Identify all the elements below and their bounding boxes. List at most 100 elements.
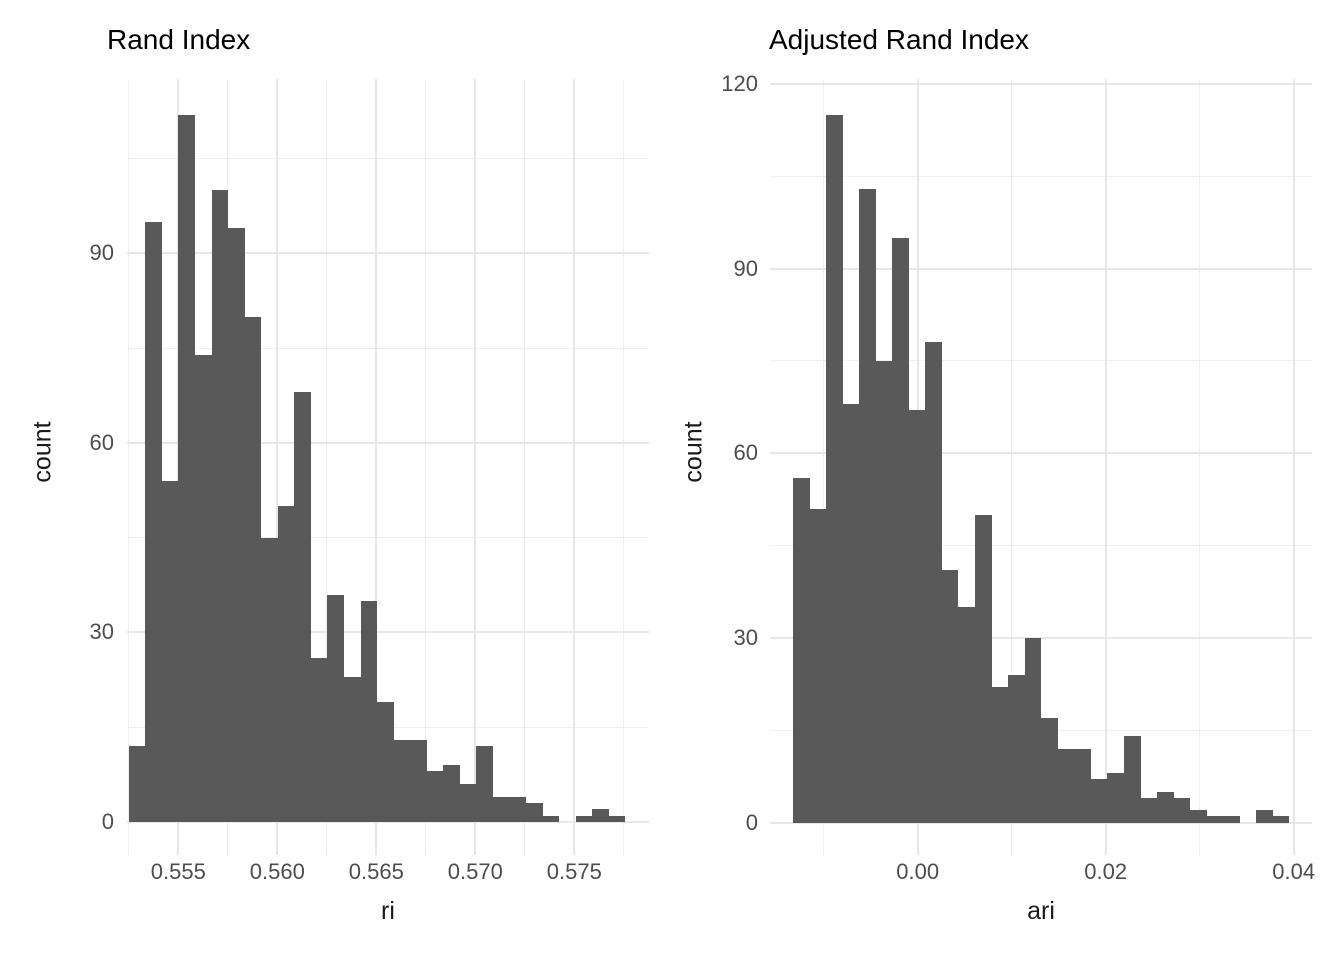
histogram-bar <box>311 658 327 822</box>
histogram-bar <box>1273 816 1289 823</box>
x-tick-label: 0.575 <box>546 859 602 884</box>
histogram-bar <box>1223 816 1240 823</box>
gridline-y-minor <box>770 360 1312 362</box>
histogram-bar <box>526 803 543 822</box>
histogram-bar <box>394 740 410 822</box>
histogram-bar <box>1124 736 1141 823</box>
gridline-x-major <box>375 79 378 855</box>
histogram-bar <box>892 238 909 823</box>
histogram-bar <box>361 601 377 822</box>
x-tick-label: 0.00 <box>896 859 940 884</box>
gridline-x-minor <box>425 79 427 855</box>
histogram-bar <box>609 816 625 822</box>
gridline-y-major <box>127 631 649 634</box>
y-tick-label: 60 <box>733 440 758 465</box>
x-tick-label: 0.04 <box>1272 859 1316 884</box>
gridline-y-minor <box>770 545 1312 547</box>
x-axis-title-left: ri <box>381 897 395 925</box>
histogram-bar <box>975 515 992 823</box>
gridline-x-minor <box>823 79 825 855</box>
gridline-x-major <box>276 79 279 855</box>
gridline-x-minor <box>326 79 328 855</box>
gridline-x-major <box>573 79 576 855</box>
x-tick-label: 0.565 <box>348 859 404 884</box>
x-tick-label: 0.02 <box>1084 859 1128 884</box>
gridline-x-major <box>1104 79 1107 855</box>
histogram-bar <box>261 538 278 822</box>
histogram-bar <box>826 115 843 823</box>
histogram-bar <box>212 190 228 822</box>
histogram-bar <box>958 607 975 823</box>
histogram-bar <box>793 478 810 823</box>
histogram-bar <box>1190 810 1207 823</box>
gridline-y-minor <box>127 347 649 349</box>
histogram-bar <box>992 687 1008 823</box>
histogram-bar <box>1107 773 1124 823</box>
histogram-bar <box>1141 798 1157 823</box>
histogram-bar <box>344 677 361 822</box>
histogram-bar <box>876 361 892 823</box>
histogram-bar <box>1091 779 1107 823</box>
histogram-bar <box>145 222 162 822</box>
gridline-y-major <box>127 441 649 444</box>
gridline-x-minor <box>623 79 625 855</box>
y-tick-label: 60 <box>89 430 114 455</box>
histogram-bar <box>228 228 245 822</box>
histogram-bar <box>162 481 178 822</box>
x-tick-label: 0.570 <box>447 859 503 884</box>
histogram-bar <box>327 595 344 822</box>
plot-title-left: Rand Index <box>107 24 251 55</box>
y-tick-label: 90 <box>89 240 114 265</box>
plot-title-right: Adjusted Rand Index <box>769 24 1029 55</box>
x-axis-title-right: ari <box>1027 897 1055 925</box>
histogram-bar <box>294 392 311 822</box>
histogram-bar <box>925 342 942 823</box>
histogram-bar <box>129 746 145 822</box>
histogram-bar <box>443 765 460 822</box>
gridline-y-major <box>770 267 1312 270</box>
histogram-bar <box>810 509 826 823</box>
gridline-y-major <box>770 83 1312 86</box>
histogram-bar <box>427 771 443 822</box>
y-tick-label: 30 <box>89 619 114 644</box>
histogram-bar <box>1256 810 1273 823</box>
gridline-x-minor <box>128 79 130 855</box>
gridline-y-major <box>770 636 1312 639</box>
histogram-bar <box>1074 749 1091 823</box>
histogram-bar <box>859 189 876 823</box>
gridline-x-minor <box>524 79 526 855</box>
y-tick-label: 0 <box>745 810 758 835</box>
histogram-bar <box>909 410 925 823</box>
gridline-y-minor <box>770 175 1312 177</box>
gridline-y-major <box>127 252 649 255</box>
gridline-y-major <box>770 452 1312 455</box>
histogram-bar <box>1041 718 1058 823</box>
y-tick-label: 0 <box>101 809 114 834</box>
x-tick-label: 0.555 <box>150 859 206 884</box>
histogram-bar <box>377 702 394 822</box>
x-tick-label: 0.560 <box>249 859 305 884</box>
gridline-y-minor <box>127 158 649 160</box>
histogram-bar <box>460 784 476 822</box>
y-tick-label: 30 <box>733 625 758 650</box>
histogram-bar <box>1207 816 1223 823</box>
y-tick-label: 120 <box>721 71 758 96</box>
histogram-bar <box>543 816 559 822</box>
histogram-bar <box>1157 792 1174 823</box>
gridline-x-major <box>474 79 477 855</box>
histogram-bar <box>410 740 427 822</box>
gridline-y-minor <box>127 537 649 539</box>
y-tick-label: 90 <box>733 256 758 281</box>
histogram-bar <box>1174 798 1190 823</box>
histogram-bar <box>942 570 958 823</box>
histogram-bar <box>476 746 493 822</box>
histogram-bar <box>178 115 195 822</box>
histogram-bar <box>195 355 212 822</box>
gridline-y-major <box>127 821 649 823</box>
histogram-bar <box>1058 749 1074 823</box>
gridline-x-minor <box>1011 79 1013 855</box>
histogram-bar <box>278 506 294 822</box>
gridline-x-minor <box>1199 79 1201 855</box>
histogram-bar <box>493 797 510 822</box>
